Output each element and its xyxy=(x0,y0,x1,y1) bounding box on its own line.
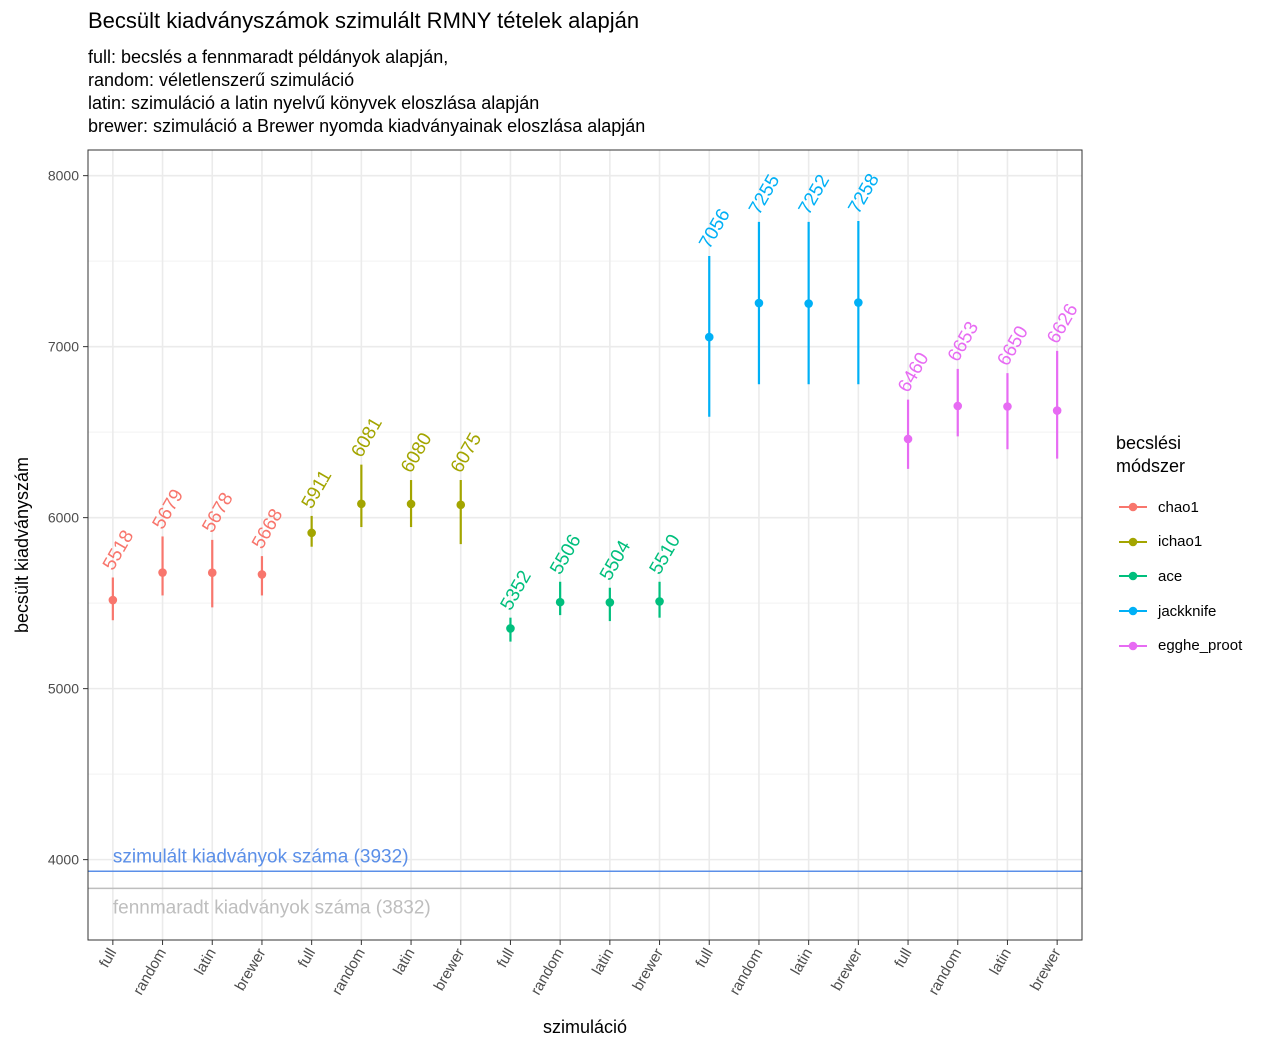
data-point xyxy=(456,500,466,510)
y-tick-label: 7000 xyxy=(48,339,79,355)
legend-item: jackknife xyxy=(1116,594,1242,629)
legend-key xyxy=(1119,502,1147,512)
legend-label: chao1 xyxy=(1158,498,1199,516)
subtitle-line: brewer: szimuláció a Brewer nyomda kiadv… xyxy=(88,116,646,136)
data-point xyxy=(953,401,963,411)
legend-key xyxy=(1119,537,1147,547)
data-point xyxy=(257,570,267,579)
subtitle-line: latin: szimuláció a latin nyelvű könyvek… xyxy=(88,93,540,113)
x-tick-label: full xyxy=(295,946,319,971)
subtitle-line: random: véletlenszerű szimuláció xyxy=(88,70,355,90)
legend-label: ace xyxy=(1158,567,1183,585)
subtitle-line: full: becslés a fennmaradt példányok ala… xyxy=(88,47,449,67)
legend-item: ace xyxy=(1116,559,1242,594)
data-point xyxy=(1052,406,1062,415)
x-tick-label: full xyxy=(692,946,716,971)
x-tick-label: brewer xyxy=(431,946,469,994)
legend-key-point xyxy=(1128,572,1138,581)
reference-line-label: szimulált kiadványok száma (3932) xyxy=(113,846,409,867)
plot-panel xyxy=(88,150,1082,940)
data-point xyxy=(207,568,217,578)
data-point xyxy=(605,598,615,607)
x-tick-label: random xyxy=(130,946,170,999)
y-axis-title: becsült kiadványszám xyxy=(12,457,32,633)
x-tick-label: latin xyxy=(390,946,418,978)
legend-key-point xyxy=(1128,641,1138,650)
x-tick-label: latin xyxy=(191,946,219,978)
legend-key xyxy=(1119,572,1147,581)
reference-line-label: fennmaradt kiadványok száma (3832) xyxy=(113,897,431,918)
data-point xyxy=(357,499,366,509)
x-tick-label: brewer xyxy=(629,946,667,994)
x-tick-label: brewer xyxy=(828,946,866,994)
data-point xyxy=(1003,402,1012,411)
legend-label: ichao1 xyxy=(1158,533,1203,551)
legend-label: egghe_proot xyxy=(1158,637,1243,655)
x-tick-label: full xyxy=(891,946,915,971)
chart-title: Becsült kiadványszámok szimulált RMNY té… xyxy=(88,8,640,33)
legend-key-point xyxy=(1128,502,1138,512)
legend-title: becslési módszer xyxy=(1116,432,1242,478)
x-tick-label: latin xyxy=(788,946,816,978)
y-tick-label: 8000 xyxy=(48,168,79,184)
data-point xyxy=(158,568,167,577)
legend-key xyxy=(1119,606,1147,616)
legend-key xyxy=(1119,641,1147,650)
x-tick-label: random xyxy=(527,946,567,999)
data-point xyxy=(307,528,316,538)
data-point xyxy=(555,597,565,607)
legend-item: egghe_proot xyxy=(1116,628,1242,663)
chart-subtitle: full: becslés a fennmaradt példányok ala… xyxy=(88,46,645,138)
x-tick-label: full xyxy=(96,946,120,971)
x-tick-label: random xyxy=(329,946,369,999)
x-tick-label: random xyxy=(726,946,766,999)
x-tick-label: brewer xyxy=(1027,946,1065,994)
data-point xyxy=(903,434,913,444)
y-tick-label: 5000 xyxy=(48,681,79,697)
x-tick-label: latin xyxy=(589,946,617,978)
legend-key-point xyxy=(1128,606,1138,616)
data-point xyxy=(804,299,813,308)
legend-label: jackknife xyxy=(1158,602,1217,620)
data-point xyxy=(108,595,118,605)
legend-title-line: módszer xyxy=(1116,456,1186,476)
legend-title-line: becslési xyxy=(1116,433,1182,453)
data-point xyxy=(704,332,714,342)
legend-items: chao1 ichao1 ace jackknife egghe_proot xyxy=(1116,490,1242,663)
x-tick-label: full xyxy=(494,946,518,971)
legend-item: ichao1 xyxy=(1116,525,1242,560)
data-point xyxy=(406,499,416,509)
data-point xyxy=(854,298,863,307)
y-tick-label: 4000 xyxy=(48,852,79,868)
y-tick-label: 6000 xyxy=(48,510,79,526)
plot-border xyxy=(87,149,1083,941)
x-tick-label: latin xyxy=(986,945,1014,977)
data-point xyxy=(754,298,764,308)
x-axis-title: szimuláció xyxy=(543,1017,627,1037)
legend-item: chao1 xyxy=(1116,490,1242,525)
x-tick-label: random xyxy=(925,946,965,999)
data-point xyxy=(655,597,664,606)
data-point xyxy=(506,624,515,633)
legend-key-point xyxy=(1128,537,1138,547)
legend: becslési módszer chao1 ichao1 ace jackknife… xyxy=(1116,432,1242,663)
x-tick-label: brewer xyxy=(232,946,270,994)
